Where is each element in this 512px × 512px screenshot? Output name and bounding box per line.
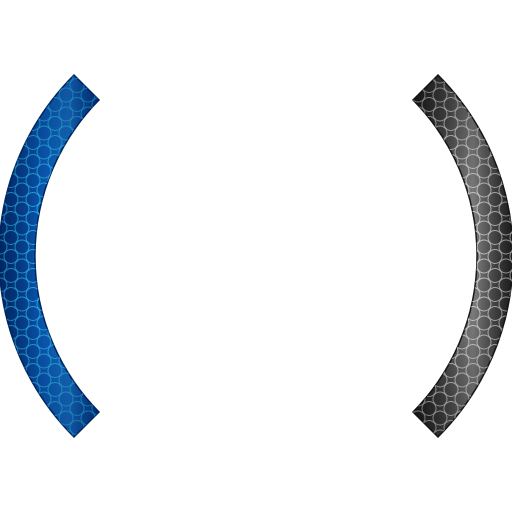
gray-parenthesis [411, 73, 512, 439]
blue-parenthesis [0, 73, 101, 439]
